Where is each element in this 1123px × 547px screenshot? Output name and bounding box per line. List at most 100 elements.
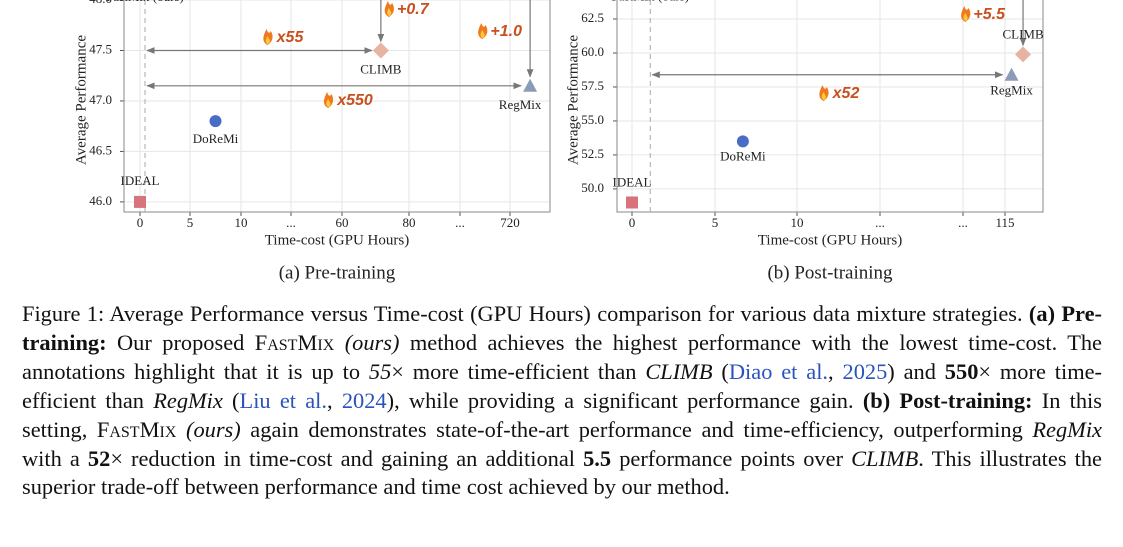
y-tick-label: 62.5 <box>581 10 604 25</box>
flame-inner <box>821 92 826 100</box>
caption-text: ) and <box>887 358 945 384</box>
y-tick-label: 46.0 <box>89 193 112 208</box>
flame-icon <box>961 6 971 22</box>
flame-icon <box>323 92 334 108</box>
caption-text: , <box>828 358 843 384</box>
point-label: DoReMi <box>720 148 766 163</box>
caption-text: ( <box>712 358 729 384</box>
point-label: CLIMB <box>1002 26 1044 41</box>
caption-text: FastMix <box>254 329 335 355</box>
caption-text: (b) Post-training: <box>862 387 1033 413</box>
x-tick-label: ... <box>875 215 885 230</box>
y-axis-label: Average Performance <box>565 35 581 165</box>
x-tick-label: ... <box>455 215 465 230</box>
y-tick-label: 48.0 <box>89 0 112 6</box>
annotation: x52 <box>832 85 860 102</box>
flame-icon <box>478 23 488 39</box>
caption-text: × more time-efficient than <box>391 358 646 384</box>
caption-text: ( <box>222 387 240 413</box>
figure-caption: Figure 1: Average Performance versus Tim… <box>22 300 1102 502</box>
point-label: IDEAL <box>121 173 160 188</box>
flame-inner <box>480 30 485 38</box>
point-label: IDEAL <box>613 174 652 189</box>
x-tick-label: 0 <box>629 215 636 230</box>
x-tick-label: 10 <box>791 215 804 230</box>
annotation: x55 <box>276 29 305 46</box>
point-label: FastMix (ours) <box>611 0 689 4</box>
caption-text: 550 <box>944 358 979 384</box>
point-label: CLIMB <box>360 61 402 76</box>
point-label: RegMix <box>990 83 1033 98</box>
flame-icon <box>263 29 273 45</box>
x-tick-label: 5 <box>712 215 719 230</box>
flame-inner <box>265 36 270 44</box>
x-tick-label: ... <box>286 215 296 230</box>
x-tick-label: 80 <box>403 215 416 230</box>
flame-inner <box>963 13 968 21</box>
y-tick-label: 50.0 <box>581 180 604 195</box>
caption-text: FastMix <box>96 416 177 442</box>
caption-text: (a) Pre-training: <box>22 301 1102 355</box>
flame-inner <box>387 8 392 16</box>
caption-text <box>176 417 186 442</box>
caption-text: Figure 1: Average Performance versus Tim… <box>22 301 1029 326</box>
y-tick-label: 46.5 <box>89 142 112 157</box>
point-label: FastMix (ours) <box>106 0 184 4</box>
subfigure-caption: (b) Post-training <box>767 262 893 283</box>
caption-text: 52 <box>87 445 111 471</box>
caption-text: CLIMB <box>645 358 713 384</box>
flame-inner <box>326 99 331 107</box>
y-tick-label: 47.5 <box>89 41 112 56</box>
caption-text: , <box>327 387 342 413</box>
point <box>736 135 749 148</box>
annotation: +5.5 <box>973 6 1006 23</box>
point <box>1004 67 1019 81</box>
caption-text[interactable]: 2024 <box>341 387 387 413</box>
caption-text: Our proposed <box>106 329 255 355</box>
caption-text[interactable]: Diao et al. <box>728 358 829 384</box>
annotation: +1.0 <box>490 23 522 40</box>
caption-text: 5.5 <box>583 445 612 471</box>
point <box>209 115 222 128</box>
point <box>626 196 638 209</box>
caption-text: (ours) <box>344 329 400 355</box>
caption-text[interactable]: Liu et al. <box>239 387 327 413</box>
caption-text: × more time-efficient than <box>22 358 1102 413</box>
x-axis-label: Time-cost (GPU Hours) <box>265 232 409 248</box>
x-tick-label: 60 <box>336 215 349 230</box>
caption-text: CLIMB <box>851 445 919 471</box>
figure: 46.0 46.5 47.0 47.5 48.0 0 5 10... 60 80... 720 Ave… <box>73 0 1044 283</box>
flame-icon <box>819 85 829 101</box>
y-axis-label: Average Performance <box>73 35 89 165</box>
y-tick-label: 60.0 <box>581 44 604 59</box>
point <box>372 42 389 59</box>
caption-text <box>334 330 344 355</box>
annotation: +0.7 <box>397 1 430 18</box>
y-tick-label: 55.0 <box>581 112 604 127</box>
point <box>1015 46 1032 63</box>
y-tick-label: 52.5 <box>581 146 604 161</box>
caption-text: × reduction in time-cost and gaining an … <box>110 445 584 471</box>
caption-text: ), while providing a significant perform… <box>386 387 863 413</box>
point <box>523 78 538 92</box>
caption-text: RegMix <box>1032 416 1102 442</box>
x-tick-label: ... <box>958 215 968 230</box>
y-tick-label: 57.5 <box>581 78 604 93</box>
point-label: RegMix <box>499 97 542 112</box>
caption-text: 55 <box>368 358 392 384</box>
caption-text: with a <box>22 445 88 471</box>
x-axis-label: Time-cost (GPU Hours) <box>758 232 902 248</box>
x-tick-label: 5 <box>187 215 194 230</box>
point <box>134 195 146 208</box>
y-tick-label: 47.0 <box>89 92 112 107</box>
x-tick-label: 720 <box>500 215 520 230</box>
caption-text: method achieves the highest performance … <box>22 329 1102 384</box>
caption-text: . This illustrates the superior trade-of… <box>22 445 1102 500</box>
subfigure-caption: (a) Pre-training <box>279 262 396 283</box>
point-label: DoReMi <box>193 131 239 146</box>
x-tick-label: 10 <box>235 215 248 230</box>
plot-frame <box>616 0 1044 213</box>
x-tick-label: 115 <box>995 215 1014 230</box>
caption-text[interactable]: 2025 <box>842 358 888 384</box>
